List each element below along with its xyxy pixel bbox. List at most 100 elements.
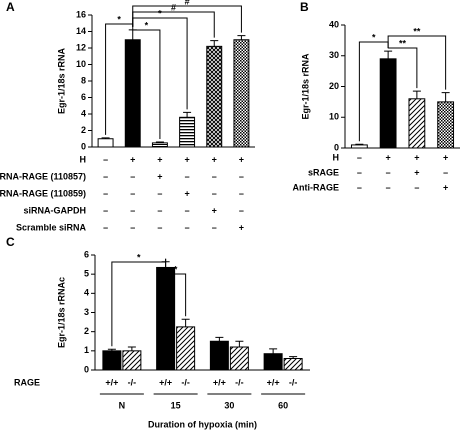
bar <box>122 350 142 371</box>
bar <box>437 101 455 149</box>
bar <box>263 353 283 371</box>
error-bar <box>107 348 116 351</box>
condition-sign: – <box>357 152 362 162</box>
y-tick-label: 0 <box>334 142 339 152</box>
significance-mark: * <box>158 8 162 18</box>
condition-sign: – <box>239 205 244 215</box>
condition-sign: – <box>130 188 135 198</box>
significance-mark: ** <box>413 26 421 36</box>
condition-sign: – <box>185 222 190 232</box>
condition-sign: + <box>239 222 244 232</box>
significance-mark: * <box>137 252 141 262</box>
y-tick-label: 10 <box>76 59 86 69</box>
condition-sign: – <box>103 205 108 215</box>
condition-sign: – <box>185 171 190 181</box>
condition-label: Anti-RAGE <box>293 182 340 192</box>
x-tick-label: 30 <box>224 400 234 410</box>
error-bar <box>181 318 190 327</box>
y-tick-label: 12 <box>76 42 86 52</box>
bar <box>350 144 368 149</box>
error-bar <box>441 92 450 102</box>
y-tick-label: 8 <box>81 75 86 85</box>
significance-mark: * <box>174 264 178 274</box>
condition-sign: + <box>130 154 135 164</box>
y-tick-label: 30 <box>329 50 339 60</box>
condition-sign: – <box>130 171 135 181</box>
error-bar <box>237 35 246 40</box>
bar <box>97 138 114 148</box>
bar <box>379 58 397 149</box>
error-bar <box>412 90 421 99</box>
bar <box>176 326 196 371</box>
series-label: +/+ <box>213 377 226 387</box>
condition-sign: – <box>212 222 217 232</box>
x-tick-label: 15 <box>171 400 181 410</box>
panel-label: C <box>6 235 15 249</box>
condition-sign: – <box>386 182 391 192</box>
series-label: +/+ <box>159 377 172 387</box>
error-bar <box>101 137 110 139</box>
x-tick-label: N <box>119 400 126 410</box>
bar <box>102 350 122 371</box>
condition-sign: – <box>157 222 162 232</box>
row-label: RAGE <box>14 377 40 387</box>
significance-bracket <box>132 5 242 33</box>
condition-sign: – <box>443 167 448 177</box>
condition-sign: – <box>103 188 108 198</box>
y-tick-label: 1 <box>84 345 89 355</box>
y-tick-label: 40 <box>329 19 339 29</box>
condition-label: siRNA-GAPDH <box>23 205 86 215</box>
significance-mark: * <box>117 14 121 24</box>
significance-bracket <box>387 35 447 90</box>
y-axis-label: Egr-1/18s rRNA <box>300 53 310 120</box>
y-tick-label: 5 <box>84 269 89 279</box>
y-tick-label: 2 <box>81 125 86 135</box>
series-label: -/- <box>128 377 137 387</box>
condition-sign: – <box>212 171 217 181</box>
bar <box>179 116 196 148</box>
condition-sign: – <box>130 222 135 232</box>
condition-sign: – <box>212 188 217 198</box>
bar <box>156 266 176 371</box>
y-tick-label: 2 <box>84 326 89 336</box>
series-label: +/+ <box>267 377 280 387</box>
significance-mark: * <box>372 32 376 42</box>
condition-sign: + <box>385 152 390 162</box>
condition-sign: – <box>239 171 244 181</box>
bar <box>283 358 303 371</box>
error-bar <box>155 141 164 143</box>
significance-mark: * <box>145 20 149 30</box>
condition-label: Scramble siRNA <box>16 222 87 232</box>
condition-sign: + <box>184 154 189 164</box>
condition-sign: + <box>212 205 217 215</box>
y-tick-label: 0 <box>84 364 89 374</box>
condition-sign: + <box>184 188 189 198</box>
y-tick-label: 6 <box>84 249 89 259</box>
condition-sign: – <box>103 154 108 164</box>
series-label: -/- <box>289 377 298 387</box>
y-axis-label: Egr-1/18s rRNAc <box>56 277 66 348</box>
error-bar <box>210 40 219 47</box>
significance-mark: # <box>185 0 190 6</box>
error-bar <box>183 111 192 118</box>
series-label: -/- <box>235 377 244 387</box>
error-bar <box>269 348 278 354</box>
condition-label: H <box>80 154 87 164</box>
y-tick-label: 0 <box>81 141 86 151</box>
condition-sign: – <box>103 171 108 181</box>
condition-label: siRNA-RAGE (110857) <box>0 171 86 181</box>
condition-sign: + <box>157 171 162 181</box>
y-tick-label: 14 <box>76 26 86 36</box>
bar <box>233 39 250 148</box>
error-bar <box>215 336 224 342</box>
bar <box>209 340 229 371</box>
y-axis-label: Egr-1/18s rRNA <box>56 47 66 114</box>
condition-sign: – <box>130 205 135 215</box>
error-bar <box>384 50 393 59</box>
error-bar <box>235 340 244 347</box>
condition-label: H <box>333 152 340 162</box>
condition-label: sRAGE <box>308 167 339 177</box>
panel-label: A <box>6 0 15 14</box>
condition-sign: – <box>414 182 419 192</box>
y-tick-label: 10 <box>329 112 339 122</box>
